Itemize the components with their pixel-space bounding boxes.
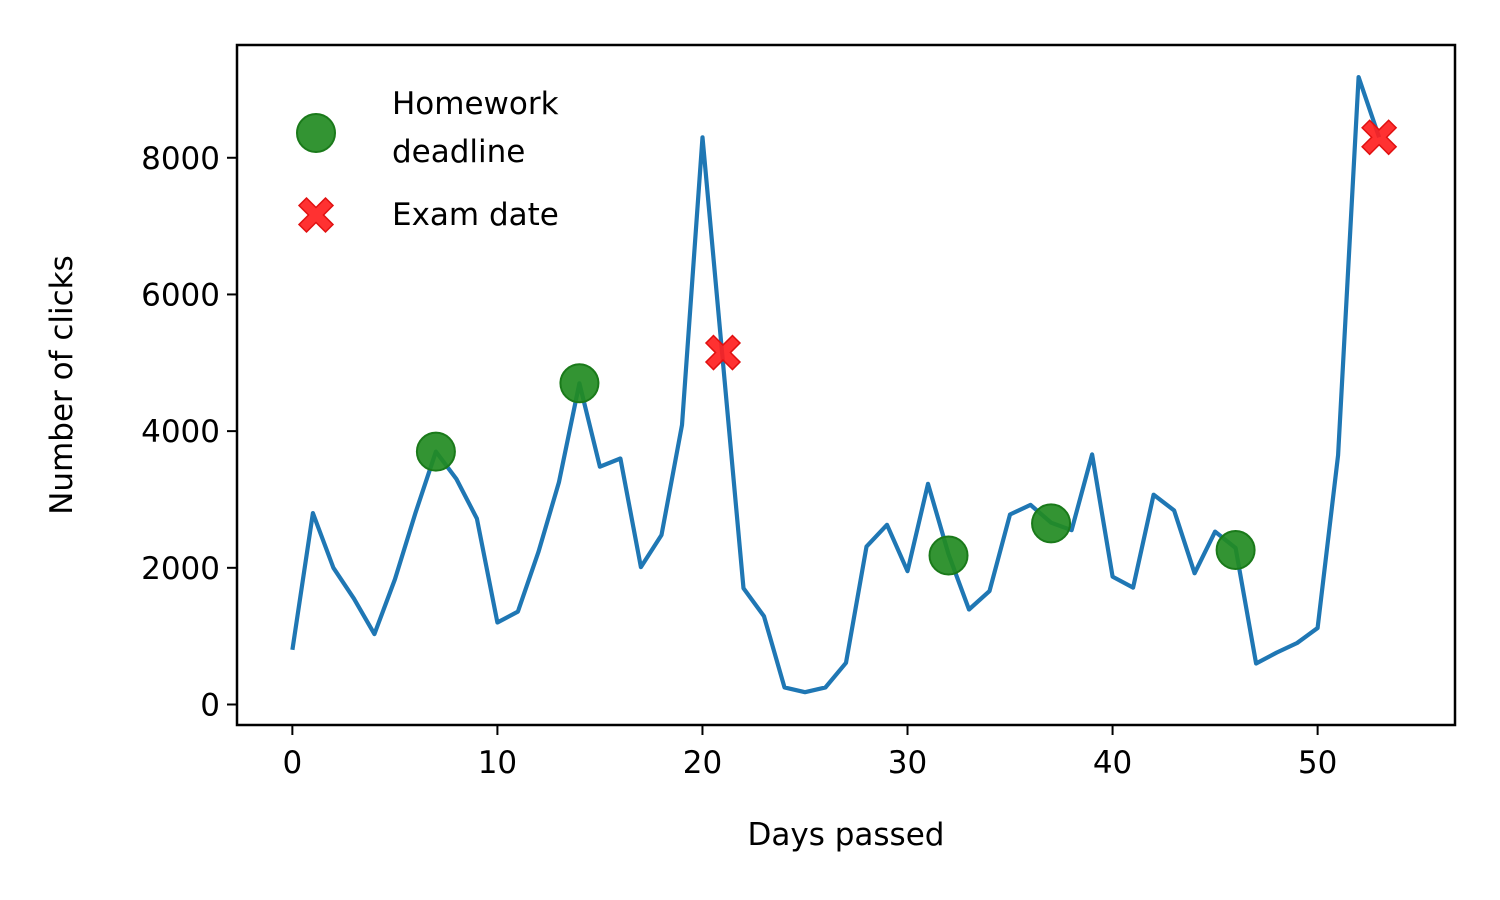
homework-deadline-point (1215, 530, 1256, 571)
x-tick-label: 0 (282, 745, 302, 781)
x-tick-label: 20 (683, 745, 722, 781)
y-tick-label: 6000 (141, 277, 220, 313)
y-tick-label: 0 (200, 687, 220, 723)
y-axis-label: Number of clicks (44, 255, 80, 515)
x-axis-label: Days passed (748, 817, 945, 853)
axes-frame (235, 43, 1457, 727)
y-tick-label: 4000 (141, 414, 220, 450)
exam-date-point (704, 334, 742, 371)
x-tick-label: 40 (1093, 745, 1132, 781)
homework-deadline-point (415, 431, 456, 472)
x-tick-label: 30 (888, 745, 927, 781)
x-tick-label: 10 (478, 745, 517, 781)
homework-deadline-point (928, 535, 969, 576)
y-axis-ticks: 0 2000 4000 6000 8000 (141, 141, 237, 723)
legend-homework-label: deadline (392, 134, 525, 170)
series-line (290, 74, 1382, 695)
x-axis-ticks: 0 10 20 30 40 50 (282, 725, 1337, 781)
plot-area (290, 74, 1398, 695)
homework-deadline-point (559, 363, 600, 404)
legend-homework-label: Homework (392, 86, 559, 122)
y-tick-label: 2000 (141, 551, 220, 587)
y-tick-label: 8000 (141, 141, 220, 177)
homework-deadline-point (1031, 503, 1072, 544)
legend: Homework deadline Exam date (296, 86, 559, 234)
legend-exam-label: Exam date (392, 197, 559, 233)
exam-date-point (1361, 119, 1398, 156)
legend-exam-marker (297, 196, 335, 234)
legend-homework-marker (296, 113, 336, 153)
x-tick-label: 50 (1298, 745, 1337, 781)
